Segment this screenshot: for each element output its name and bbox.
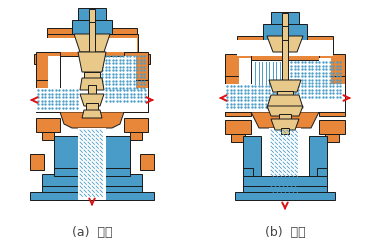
Bar bbox=[243, 186, 327, 198]
Bar bbox=[42, 174, 142, 186]
Bar bbox=[88, 85, 96, 95]
Polygon shape bbox=[269, 80, 301, 92]
Bar bbox=[282, 26, 288, 58]
Bar bbox=[271, 12, 299, 26]
Polygon shape bbox=[36, 80, 60, 88]
Bar bbox=[282, 13, 288, 41]
Bar bbox=[124, 118, 148, 132]
Bar bbox=[225, 54, 251, 116]
Bar bbox=[225, 56, 239, 66]
Bar bbox=[235, 192, 335, 200]
Polygon shape bbox=[47, 38, 70, 52]
Bar bbox=[89, 22, 95, 57]
Polygon shape bbox=[80, 94, 104, 106]
Bar bbox=[325, 134, 339, 142]
Bar bbox=[36, 118, 60, 132]
Text: (b)  合流: (b) 合流 bbox=[265, 225, 305, 239]
Polygon shape bbox=[60, 112, 124, 128]
Polygon shape bbox=[124, 104, 148, 112]
Bar bbox=[263, 24, 307, 40]
Bar bbox=[243, 168, 253, 176]
Bar bbox=[243, 136, 261, 176]
Bar bbox=[331, 56, 345, 66]
Bar bbox=[36, 64, 46, 70]
Bar bbox=[277, 91, 293, 96]
Bar bbox=[138, 64, 148, 70]
Bar bbox=[140, 154, 154, 170]
Bar bbox=[319, 54, 345, 116]
Polygon shape bbox=[267, 106, 303, 116]
Bar bbox=[34, 54, 48, 64]
Polygon shape bbox=[124, 80, 148, 88]
Bar bbox=[225, 120, 251, 134]
Bar bbox=[42, 132, 54, 140]
Bar bbox=[78, 128, 106, 200]
Polygon shape bbox=[82, 110, 102, 118]
Bar bbox=[47, 34, 138, 56]
Bar bbox=[227, 66, 237, 72]
Bar bbox=[70, 38, 114, 52]
Bar bbox=[309, 136, 327, 176]
Polygon shape bbox=[74, 34, 110, 52]
Bar bbox=[124, 52, 148, 112]
Polygon shape bbox=[267, 36, 303, 52]
Bar bbox=[282, 40, 288, 82]
Bar bbox=[237, 36, 333, 60]
Polygon shape bbox=[225, 104, 251, 112]
Polygon shape bbox=[271, 119, 299, 130]
Bar bbox=[36, 52, 60, 112]
Bar bbox=[281, 128, 289, 134]
Bar bbox=[42, 186, 142, 198]
Bar bbox=[136, 54, 150, 64]
Bar bbox=[78, 8, 106, 22]
Bar bbox=[130, 132, 142, 140]
Bar bbox=[48, 56, 60, 106]
Bar bbox=[30, 192, 154, 200]
Bar bbox=[231, 134, 245, 142]
Bar bbox=[243, 176, 327, 188]
Polygon shape bbox=[225, 76, 251, 84]
Bar bbox=[225, 84, 345, 112]
Bar bbox=[72, 20, 112, 34]
Bar bbox=[333, 66, 343, 72]
Polygon shape bbox=[36, 104, 60, 112]
Bar bbox=[124, 56, 136, 106]
Polygon shape bbox=[80, 78, 104, 90]
Bar bbox=[317, 168, 327, 176]
Polygon shape bbox=[47, 22, 78, 34]
Bar bbox=[78, 128, 106, 200]
Bar bbox=[54, 136, 130, 200]
Bar bbox=[30, 154, 44, 170]
Polygon shape bbox=[319, 104, 345, 112]
Bar bbox=[279, 114, 291, 120]
Bar bbox=[261, 40, 309, 56]
Bar bbox=[36, 88, 148, 112]
Bar bbox=[54, 168, 130, 176]
Bar bbox=[319, 120, 345, 134]
Bar bbox=[86, 103, 98, 111]
Polygon shape bbox=[78, 52, 106, 72]
Bar bbox=[319, 58, 331, 110]
Polygon shape bbox=[251, 112, 319, 128]
Polygon shape bbox=[309, 40, 333, 56]
Polygon shape bbox=[237, 40, 261, 56]
Text: (a)  分流: (a) 分流 bbox=[72, 225, 112, 239]
Bar bbox=[269, 128, 301, 200]
Bar bbox=[239, 58, 251, 110]
Polygon shape bbox=[267, 95, 303, 108]
Polygon shape bbox=[114, 38, 137, 52]
Polygon shape bbox=[106, 22, 137, 34]
Polygon shape bbox=[319, 76, 345, 84]
Bar bbox=[89, 9, 95, 34]
Bar bbox=[84, 72, 100, 78]
